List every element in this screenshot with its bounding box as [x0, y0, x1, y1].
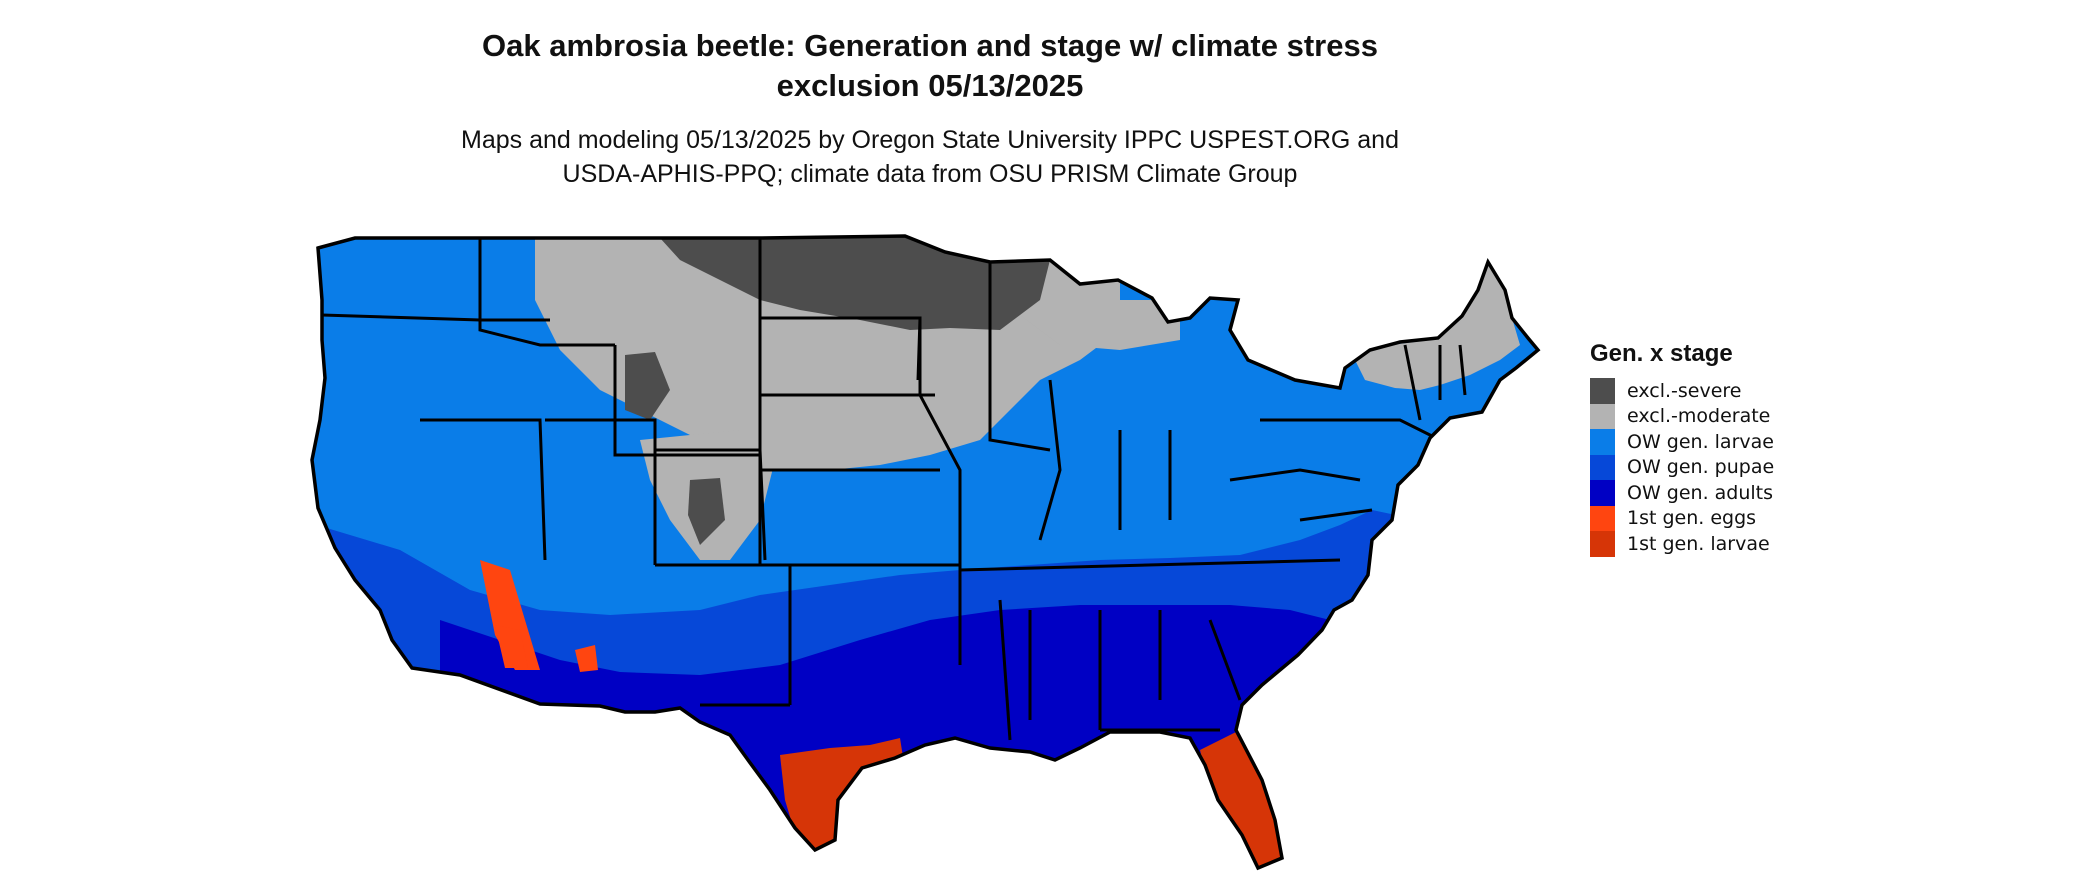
legend-swatch [1590, 454, 1615, 480]
zone-1st-larvae-florida [1200, 730, 1282, 868]
map-subtitle: Maps and modeling 05/13/2025 by Oregon S… [0, 123, 1860, 191]
legend-label: OW gen. larvae [1627, 430, 1774, 453]
zone-excl-severe-north [660, 236, 1050, 330]
zone-1st-eggs-arizona [480, 560, 540, 670]
legend: Gen. x stage excl.-severe excl.-moderate… [1590, 340, 1774, 557]
legend-swatch [1590, 531, 1615, 557]
legend-item-ow-adults: OW gen. adults [1590, 480, 1774, 506]
legend-item-ow-larvae: OW gen. larvae [1590, 429, 1774, 455]
state-borders [321, 238, 1467, 741]
zone-1st-eggs-sonora [575, 645, 598, 672]
legend-swatch [1590, 378, 1615, 404]
zone-excl-severe-colorado [688, 478, 725, 545]
legend-item-excl-severe: excl.-severe [1590, 378, 1774, 404]
legend-label: excl.-severe [1627, 379, 1742, 402]
legend-label: 1st gen. larvae [1627, 532, 1770, 555]
legend-title: Gen. x stage [1590, 340, 1733, 367]
map-subtitle-line1: Maps and modeling 05/13/2025 by Oregon S… [461, 126, 1399, 154]
legend-label: excl.-moderate [1627, 405, 1771, 428]
map-title-line2: exclusion 05/13/2025 [776, 68, 1084, 103]
map-title-line1: Oak ambrosia beetle: Generation and stag… [482, 28, 1378, 63]
map-subtitle-line2: USDA-APHIS-PPQ; climate data from OSU PR… [562, 160, 1298, 188]
legend-label: OW gen. pupae [1627, 456, 1775, 479]
zone-excl-moderate-lakes [1000, 300, 1180, 350]
legend-label: OW gen. adults [1627, 481, 1774, 504]
legend-item-ow-pupae: OW gen. pupae [1590, 454, 1775, 480]
zone-1st-eggs-california [495, 625, 528, 668]
legend-label: 1st gen. eggs [1627, 507, 1757, 530]
zone-excl-severe-wyoming [625, 352, 670, 420]
legend-swatch [1590, 429, 1615, 455]
legend-item-excl-moderate: excl.-moderate [1590, 403, 1774, 429]
legend-swatch [1590, 505, 1615, 531]
legend-swatch [1590, 480, 1615, 506]
legend-item-1st-larvae: 1st gen. larvae [1590, 531, 1774, 557]
legend-item-1st-eggs: 1st gen. eggs [1590, 505, 1774, 531]
map-title: Oak ambrosia beetle: Generation and stag… [0, 26, 1860, 106]
legend-swatch [1590, 403, 1615, 429]
